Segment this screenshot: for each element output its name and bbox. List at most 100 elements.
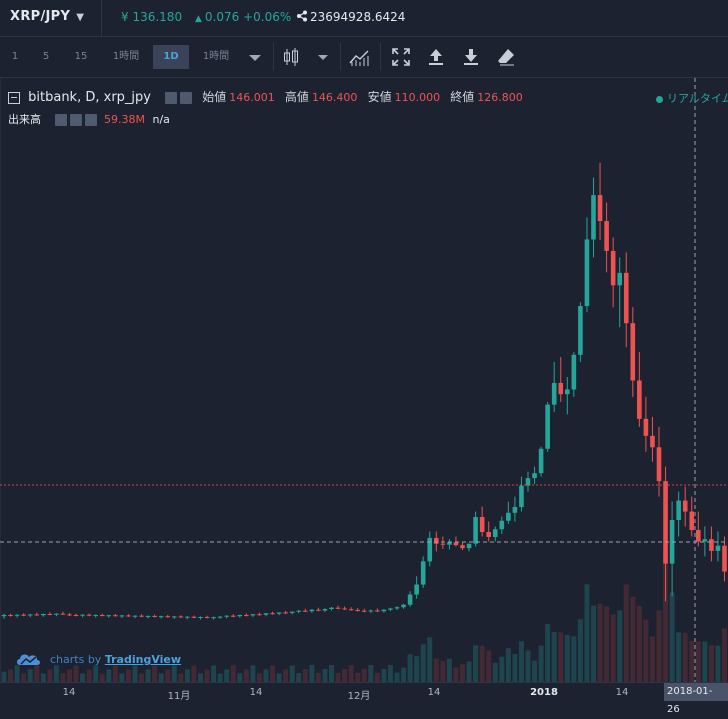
candle-body <box>479 517 485 532</box>
eraser-icon[interactable] <box>494 45 518 69</box>
volume-bar <box>374 672 380 682</box>
volume-bar <box>636 606 642 682</box>
candle-body <box>8 614 13 616</box>
volume-bar <box>21 673 27 682</box>
interval-1m[interactable]: 1 <box>11 51 19 62</box>
volume-bar <box>204 669 210 682</box>
divider <box>273 43 274 71</box>
low-value: 110.000 <box>394 91 441 104</box>
time-tick: 11月 <box>167 691 191 702</box>
interval-1d[interactable]: 1D <box>153 45 189 69</box>
candle-body <box>217 616 223 618</box>
interval-15m[interactable]: 15 <box>74 51 88 62</box>
volume-legend-na: n/a <box>152 113 170 126</box>
volume-bar <box>224 669 230 682</box>
interval-more[interactable]: 1時間 <box>202 51 230 62</box>
candle-body <box>329 607 334 609</box>
volume-bar <box>132 665 138 682</box>
crosshair-date-label: 2018-01-26 <box>664 683 728 715</box>
candle-body <box>610 250 616 286</box>
candle-body <box>617 272 622 286</box>
divider <box>101 0 102 36</box>
realtime-label: リアルタイム <box>667 92 728 105</box>
settings-icon[interactable] <box>69 114 82 126</box>
indicators-icon[interactable] <box>347 45 371 69</box>
high-value: 146.400 <box>311 91 358 104</box>
volume-bar <box>86 669 92 682</box>
price-chart[interactable] <box>0 78 728 682</box>
visibility-icon[interactable] <box>54 114 67 126</box>
settings-icon[interactable] <box>180 91 193 104</box>
upload-icon[interactable] <box>424 45 448 69</box>
candle-body <box>54 613 59 615</box>
candle-body <box>597 195 603 222</box>
candle-body <box>709 539 714 551</box>
volume-bar <box>532 660 538 682</box>
candle-body <box>584 239 590 306</box>
volume-bar <box>14 665 20 682</box>
candle-body <box>682 500 688 512</box>
volume-bar <box>27 669 33 682</box>
candle-body <box>440 543 446 545</box>
candle-body <box>453 542 459 546</box>
candle-body <box>139 615 144 617</box>
volume-bar <box>558 632 564 682</box>
volume-bar <box>551 632 557 682</box>
candle-body <box>60 613 66 615</box>
time-axis: 14 11月 14 12月 14 2018 14 2018-01-26 <box>0 682 728 715</box>
candle-body <box>637 380 642 419</box>
tradingview-branding[interactable]: charts by TradingView <box>16 652 181 666</box>
volume-bar <box>663 549 669 682</box>
volume-bar <box>518 641 524 682</box>
volume-bar <box>525 650 531 682</box>
candle-body <box>230 615 236 617</box>
volume-bar <box>217 673 223 682</box>
volume-bar <box>322 668 328 682</box>
dropdown-icon[interactable] <box>243 45 267 69</box>
candle-body <box>656 447 662 482</box>
candle-body <box>565 389 570 395</box>
volume-bar <box>577 619 583 682</box>
interval-1h[interactable]: 1時間 <box>112 51 140 62</box>
open-label: 始値 <box>202 90 227 104</box>
volume-bar <box>355 672 361 682</box>
volume-bar <box>722 628 727 682</box>
status-dot-icon <box>656 95 663 103</box>
volume-bar <box>623 584 629 682</box>
candle-body <box>427 537 433 562</box>
chevron-down-icon[interactable] <box>311 45 335 69</box>
volume-bar <box>80 673 86 682</box>
candle-body <box>47 613 53 615</box>
volume-bar <box>250 665 256 682</box>
pair-selector[interactable]: XRP/JPY ▼ <box>10 9 84 24</box>
interval-5m[interactable]: 5 <box>42 51 50 62</box>
divider <box>340 43 341 71</box>
top-bar: XRP/JPY ▼ ¥ 136.180 ▲ 0.076 +0.06% 2369492… <box>0 0 728 37</box>
volume-bar <box>453 667 459 682</box>
candle-body <box>623 272 629 324</box>
candle-body <box>106 615 112 617</box>
volume-bar <box>152 665 158 682</box>
tradingview-link[interactable]: TradingView <box>104 653 182 666</box>
volume-bar <box>125 669 131 682</box>
download-icon[interactable] <box>459 45 483 69</box>
candle-body <box>178 616 184 618</box>
candle-body <box>191 616 197 618</box>
collapse-icon[interactable] <box>8 91 20 104</box>
volume-bar <box>499 656 505 682</box>
series-legend: bitbank, D, xrp_jpy 始値 146.001 高値 146.400 … <box>8 88 523 105</box>
close-value: 126.800 <box>477 91 523 104</box>
candle-body <box>676 500 681 521</box>
volume-bar <box>184 669 190 682</box>
candle-body <box>689 511 695 530</box>
fullscreen-icon[interactable] <box>389 45 413 69</box>
candle-body <box>486 531 491 537</box>
volume-bar <box>342 668 348 682</box>
candle-body <box>289 611 295 613</box>
candle-body <box>545 404 550 449</box>
close-icon[interactable] <box>84 114 97 126</box>
visibility-icon[interactable] <box>165 91 178 104</box>
candle-style-icon[interactable] <box>279 45 303 69</box>
volume-bar <box>610 614 616 682</box>
volume-bar <box>1 671 7 682</box>
